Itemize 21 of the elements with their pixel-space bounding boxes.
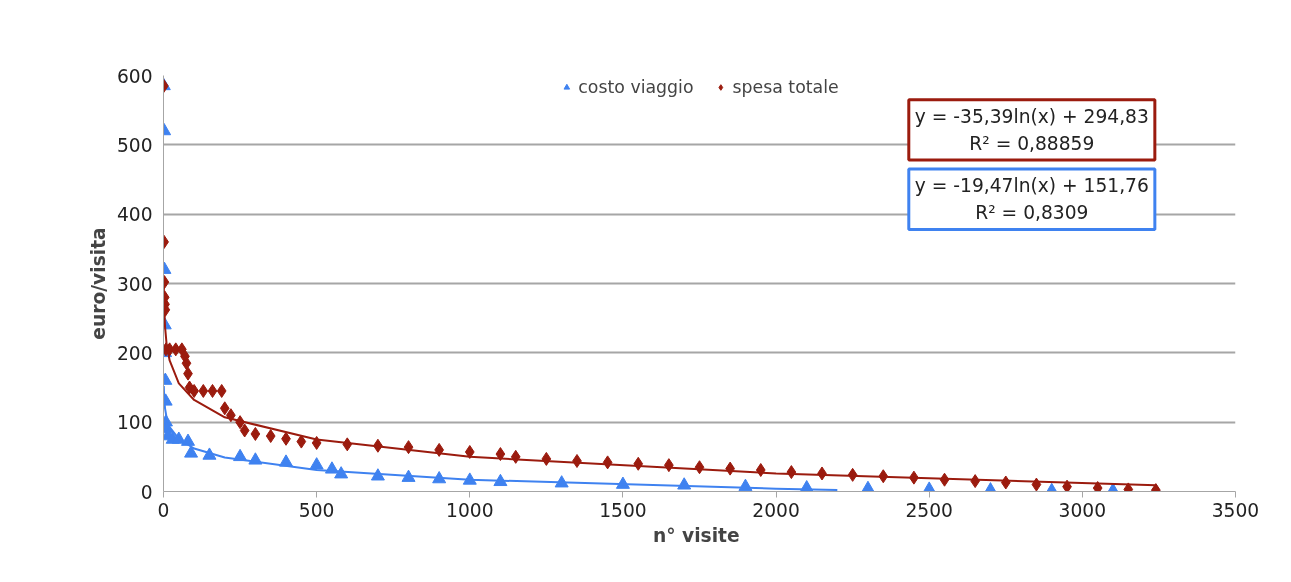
legend-label: spesa totale (732, 77, 839, 97)
x-tick-label: 2500 (905, 499, 953, 521)
x-tick-label: 1500 (599, 499, 647, 521)
legend-label: costo viaggio (578, 77, 694, 97)
annotation: y = -35,39ln(x) + 294,83 R² = 0,88859 (914, 105, 1149, 155)
x-tick-label: 3000 (1058, 499, 1107, 521)
y-tick-label: 200 (116, 342, 153, 364)
y-tick-label: 300 (116, 273, 153, 295)
x-tick-label: 2000 (752, 499, 800, 521)
x-tick-label: 1000 (446, 499, 494, 521)
annotation: y = -19,47ln(x) + 151,76 R² = 0,8309 (914, 175, 1149, 224)
y-axis-title: euro/visita (87, 227, 109, 340)
x-tick-label: 3500 (1211, 499, 1260, 521)
y-tick-label: 500 (116, 134, 153, 156)
y-tick-label: 0 (140, 481, 153, 503)
y-tick-label: 400 (116, 204, 153, 226)
y-tick-label: 600 (116, 65, 153, 87)
y-tick-label: 100 (116, 412, 153, 434)
x-tick-label: 0 (157, 499, 170, 521)
x-axis-title: n° visite (652, 524, 740, 546)
x-tick-label: 500 (298, 499, 335, 521)
